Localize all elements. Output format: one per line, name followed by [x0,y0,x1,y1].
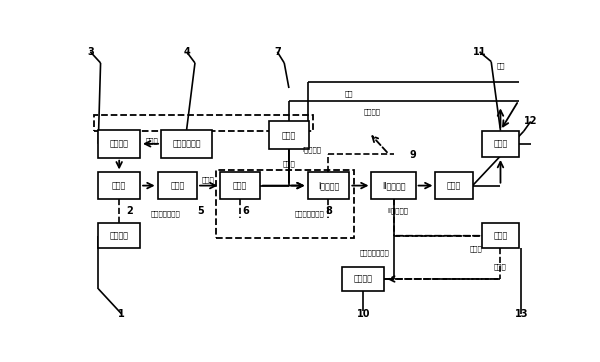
Text: 2: 2 [126,206,133,216]
Text: I二次蒸汽: I二次蒸汽 [302,146,322,153]
Bar [343,267,384,291]
Text: 预热器: 预热器 [233,181,247,190]
Text: II二次蒸汽: II二次蒸汽 [388,207,409,214]
Bar [98,223,140,248]
Text: 半作液: 半作液 [201,177,214,183]
Text: I效蒸发器: I效蒸发器 [318,181,339,190]
Bar [482,131,519,157]
Bar [371,172,416,199]
Text: 余热锅炉: 余热锅炉 [110,139,128,148]
Text: 9: 9 [409,150,416,160]
Text: 10: 10 [356,309,370,319]
Text: 二次蒸汽冷凝水: 二次蒸汽冷凝水 [360,249,390,256]
Text: 溶液工段: 溶液工段 [354,274,373,283]
Text: 7: 7 [274,47,281,57]
Bar [269,122,308,150]
Text: 3: 3 [87,47,94,57]
Text: 5: 5 [197,206,204,216]
Text: 11: 11 [473,47,487,57]
Bar [482,223,519,248]
Text: 硝酸: 硝酸 [345,90,353,97]
Text: 转化器: 转化器 [282,131,296,140]
Text: 冰盐水: 冰盐水 [494,263,507,270]
Text: 碱吸收: 碱吸收 [170,181,184,190]
Text: 产品: 产品 [496,62,505,69]
Text: 离心机: 离心机 [493,139,508,148]
Bar [220,172,260,199]
Text: 一次蒸汽冷凝水: 一次蒸汽冷凝水 [295,210,325,217]
Bar [161,130,212,158]
Text: 冷凝器: 冷凝器 [493,231,508,240]
Bar [98,172,140,199]
Bar [215,169,354,238]
Text: II效蒸发器: II效蒸发器 [382,181,405,190]
Text: 亚硝母液: 亚硝母液 [364,109,381,115]
Text: 13: 13 [515,309,528,319]
Text: 转化液: 转化液 [283,160,295,167]
Text: 12: 12 [524,117,538,126]
Text: 冰盐水: 冰盐水 [469,245,482,252]
Bar [436,172,473,199]
Text: 6: 6 [243,206,250,216]
Text: 8: 8 [325,206,332,216]
Text: 一次蒸汽冷凝水: 一次蒸汽冷凝水 [151,210,181,217]
Text: 吸收器: 吸收器 [112,181,127,190]
Text: 1: 1 [118,309,125,319]
Bar [308,172,349,199]
Text: 氨氧化反应器: 氨氧化反应器 [172,139,201,148]
Bar [94,114,313,131]
Text: 储盐水箱: 储盐水箱 [110,231,128,240]
Bar [98,130,140,158]
Text: 4: 4 [183,47,190,57]
Bar [158,172,197,199]
Text: 烟道气: 烟道气 [145,138,158,144]
Text: 结晶机: 结晶机 [447,181,461,190]
